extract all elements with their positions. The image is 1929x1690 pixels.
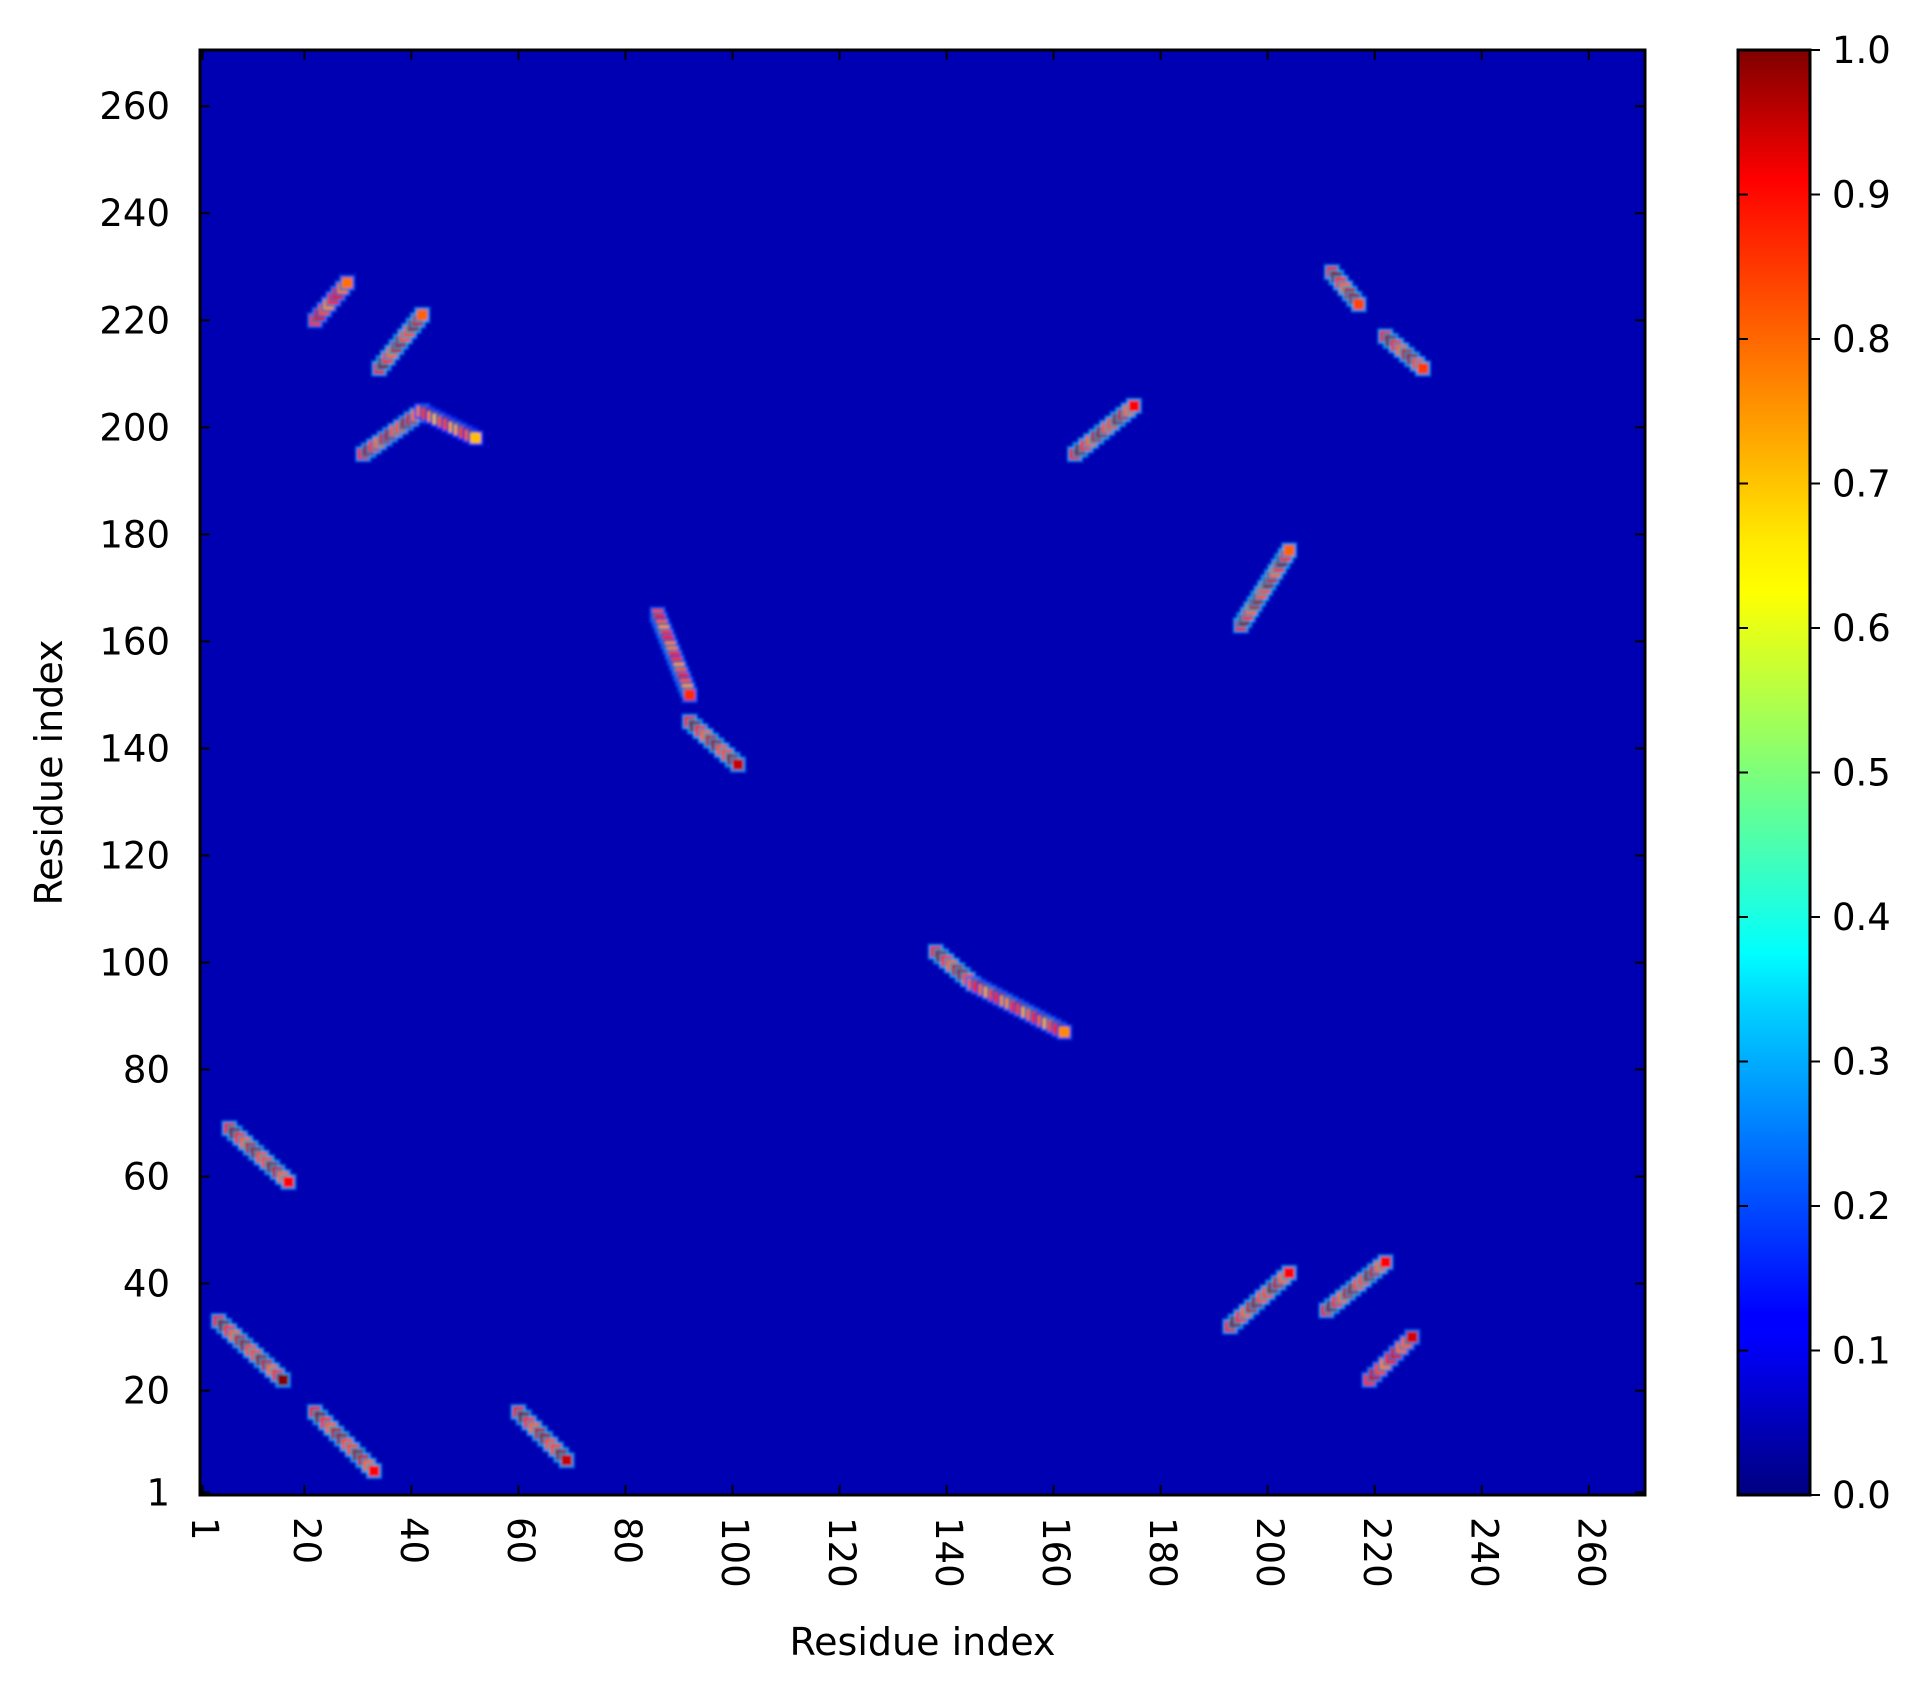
contact-cell <box>1283 545 1295 556</box>
contact-cell <box>416 309 428 321</box>
y-tick-label: 40 <box>123 1263 170 1306</box>
contact-cell <box>684 689 696 701</box>
contact-cell <box>732 759 744 770</box>
y-tick-label: 80 <box>123 1049 170 1092</box>
y-tick-label: 140 <box>99 727 170 770</box>
colorbar-tick-label: 1.0 <box>1832 29 1891 72</box>
colorbar-tick-label: 0.8 <box>1832 318 1891 361</box>
colorbar: 0.0 0.1 0.2 0.3 0.4 0.5 0.6 0.7 0.8 0.9 1.0 <box>1736 29 1891 1517</box>
x-tick-label: 180 <box>1141 1517 1184 1588</box>
colorbar-tick-label: 0.5 <box>1832 752 1891 795</box>
y-tick-label: 120 <box>99 834 170 877</box>
contact-feature-5 <box>307 274 356 329</box>
contact-feature-2 <box>307 1404 382 1479</box>
contact-feature-3 <box>510 1404 575 1469</box>
colorbar-tick-label: 0.7 <box>1832 463 1891 506</box>
contact-feature-7 <box>355 403 431 463</box>
contact-cell <box>1058 1026 1070 1038</box>
colorbar-tick-label: 0.3 <box>1832 1041 1891 1084</box>
y-tick-label: 20 <box>123 1370 170 1413</box>
y-tick-label: 160 <box>99 620 170 663</box>
y-tick-label: 260 <box>99 85 170 128</box>
contact-cell <box>1406 1331 1418 1343</box>
x-tick-label: 260 <box>1569 1517 1612 1588</box>
contact-feature-13 <box>1067 397 1142 463</box>
heatmap-background <box>200 50 1645 1495</box>
x-tick-label: 40 <box>392 1517 435 1564</box>
contact-cell <box>561 1454 572 1466</box>
x-tick-label: 80 <box>606 1517 649 1564</box>
contact-cell <box>1417 363 1429 374</box>
contact-feature-12 <box>965 975 1073 1041</box>
contact-feature-6 <box>371 306 431 377</box>
heatmap <box>200 50 1645 1495</box>
y-tick-label: 60 <box>123 1156 170 1199</box>
contact-cell <box>282 1176 294 1188</box>
contact-cell <box>1283 1267 1295 1279</box>
x-tick-label: 140 <box>927 1517 970 1588</box>
contact-cell <box>341 277 353 289</box>
colorbar-tick-label: 0.1 <box>1832 1330 1891 1373</box>
contact-feature-15 <box>1323 264 1367 313</box>
contact-cell <box>1353 298 1365 310</box>
contact-cell <box>277 1374 289 1386</box>
y-tick-label: 200 <box>99 406 170 449</box>
y-tick-label: 180 <box>99 513 170 556</box>
contact-feature-18 <box>1318 1254 1394 1319</box>
y-tick-label: 220 <box>99 299 170 342</box>
x-tick-label: 100 <box>713 1517 756 1588</box>
colorbar-tick-label: 0.4 <box>1832 896 1891 939</box>
contact-features <box>210 264 1431 1479</box>
y-tick-label: 1 <box>146 1471 170 1514</box>
y-tick-label: 100 <box>99 941 170 984</box>
colorbar-tick-label: 0.0 <box>1832 1474 1891 1517</box>
x-tick-label: 120 <box>820 1517 863 1588</box>
x-tick-label: 20 <box>285 1517 328 1564</box>
contact-feature-19 <box>1361 1329 1421 1388</box>
x-tick-label: 220 <box>1355 1517 1398 1588</box>
x-tick-label: 200 <box>1248 1517 1291 1588</box>
contact-feature-1 <box>210 1313 291 1388</box>
contact-feature-14 <box>1232 542 1298 634</box>
colorbar-tick-label: 0.9 <box>1832 174 1891 217</box>
x-tick-label: 60 <box>499 1517 542 1564</box>
colorbar-gradient <box>1736 48 1812 1497</box>
x-tick-label: 240 <box>1462 1517 1505 1588</box>
contact-feature-16 <box>1377 328 1431 377</box>
colorbar-tick-label: 0.2 <box>1832 1185 1891 1228</box>
contact-cell <box>470 432 481 444</box>
contact-feature-4 <box>221 1120 297 1190</box>
contact-cell <box>1128 400 1140 412</box>
x-axis-label: Residue index <box>789 1620 1055 1664</box>
contact-feature-8 <box>414 403 484 447</box>
colorbar-tick-label: 0.6 <box>1832 607 1891 650</box>
y-axis-label: Residue index <box>27 639 71 905</box>
contact-cell <box>1380 1256 1391 1268</box>
x-tick-label: 160 <box>1034 1517 1077 1588</box>
contact-cell <box>368 1465 380 1477</box>
x-axis: 1 20 40 60 80 100 120 140 160 180 200 220 240 260 <box>183 50 1612 1588</box>
colorbar-ticks: 0.0 0.1 0.2 0.3 0.4 0.5 0.6 0.7 0.8 0.9 1.0 <box>1738 29 1891 1517</box>
x-tick-label: 1 <box>183 1517 226 1541</box>
plot-frame <box>198 48 1647 1497</box>
y-tick-label: 240 <box>99 192 170 235</box>
contact-feature-17 <box>1222 1264 1298 1335</box>
contact-feature-10 <box>681 713 746 773</box>
contact-feature-9 <box>649 606 698 703</box>
